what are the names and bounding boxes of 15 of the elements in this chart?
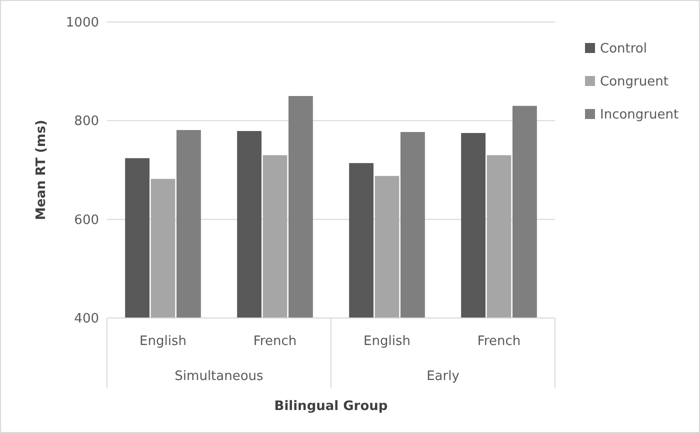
x-tick-label: English	[140, 334, 186, 349]
x-tick-label: English	[364, 334, 410, 349]
legend-label: Incongruent	[600, 108, 679, 123]
text: Simultaneous	[174, 369, 264, 384]
y-tick-label: 600	[74, 212, 99, 228]
x-tick-label: French	[477, 334, 521, 349]
y-axis-title: Mean RT (ms)	[34, 120, 49, 220]
legend-label: Congruent	[600, 74, 668, 90]
y-tick-label: 1000	[66, 16, 99, 31]
y-tick-label: 400	[74, 312, 99, 327]
x-axis-title: Bilingual Group	[274, 399, 388, 414]
text: Early	[426, 369, 460, 384]
x-tick-label: French	[253, 334, 297, 349]
y-tick-label: 800	[74, 114, 99, 130]
legend-label: Control	[600, 42, 647, 57]
